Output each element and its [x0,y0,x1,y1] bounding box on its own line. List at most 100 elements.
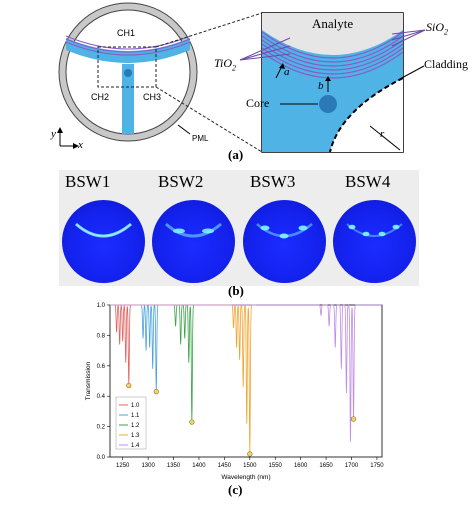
cladding-boundary [329,77,403,152]
y-tick-label: 0.8 [97,333,106,339]
x-tick-label: 1700 [345,463,359,469]
y-tick-label: 0.2 [97,425,106,431]
legend-entry: 1.4 [131,443,140,449]
analyte-label: Analyte [312,16,354,31]
coating-layer-line [262,51,403,79]
core-circle [319,95,337,113]
ch1-label: CH1 [117,28,136,38]
coating-layer-line [262,43,403,71]
x-tick-label: 1550 [269,463,283,469]
x-tick-label: 1350 [167,463,181,469]
series-markers [126,382,357,457]
coating-line [65,38,191,53]
tio2-pointer [239,37,291,61]
pml-label: PML [192,134,209,143]
x-tick-label: 1750 [370,463,384,469]
x-tick-label: 1500 [243,463,257,469]
legend-entry: 1.3 [131,433,140,439]
sio2-pointer [391,29,426,41]
y-tick-label: 0.4 [97,394,106,400]
x-tick-label: 1600 [294,463,308,469]
bottom-strut [122,64,134,134]
r-label: r [380,128,385,140]
coating-layer-line [262,47,403,75]
mode-field-bsw1 [62,200,145,283]
y-arrowhead-icon [57,127,63,133]
panel-b-mode-fields: BSW1 BSW2 BSW3 BSW4 (b) [0,166,474,301]
x-axis-label: Wavelength (nm) [221,474,270,481]
y-tick-label: 0.0 [97,455,106,461]
field-pattern-bsw3 [256,223,313,239]
zoom-line-bottom [155,86,263,153]
axis-x-label: x [78,139,83,151]
tio2-pointer [239,53,291,61]
mode-label-bsw2: BSW2 [158,172,204,191]
resonance-marker-1.3 [247,451,253,457]
field-pattern-bsw1 [75,222,132,238]
mode-label-bsw4: BSW4 [345,172,391,191]
sio2-pointer [391,29,426,47]
mode-field-bsw2 [152,200,235,283]
y-axis-label: Transmission [85,361,92,400]
a-arrowhead-icon [279,63,285,69]
resonance-marker-1.1 [153,389,159,395]
resonance-marker-1.4 [350,416,357,422]
series-line-1.3 [110,304,256,454]
resonance-marker-1.0 [126,382,132,389]
a-label: a [284,66,290,78]
panel-c-transmission-chart: 1250 1300 1350 1400 1450 1500 1550 1600 1650 1700… [0,301,474,505]
fiber-schematic-svg [57,2,426,153]
top-strut [66,38,190,63]
coating-layer-line [262,31,403,59]
y-tick-label: 0.6 [97,364,106,370]
legend-entry: 1.2 [131,423,140,429]
coating-layer-line [262,35,403,63]
axis-y-label: y [51,128,56,140]
caption-b: (b) [228,283,244,298]
detail-content [262,13,403,152]
legend-box [115,396,147,450]
coating-line [65,35,191,50]
core-label: Core [246,96,270,110]
mode-label-bsw1: BSW1 [65,172,111,191]
legend-entry: 1.0 [131,403,140,409]
legend: 1.0 1.1 1.2 1.3 1.4 [115,396,147,450]
zoom-line-top [155,12,263,48]
field-pattern-bsw2 [165,222,222,238]
x-tick-label: 1450 [218,463,232,469]
pml-pointer [177,124,191,135]
mode-field-bsw4 [333,200,416,283]
tio2-label: TiO2 [214,56,237,73]
resonance-marker-1.2 [189,419,195,425]
sio2-pointer [391,29,426,35]
b-arrowhead-icon [325,76,331,81]
x-tick-label: 1650 [319,463,333,469]
x-arrowhead-icon [73,143,79,149]
sio2-label: SiO2 [426,20,448,37]
transmission-chart-svg: 1250 1300 1350 1400 1450 1500 1550 1600 1650 1700… [85,303,385,481]
zoom-box [97,46,157,88]
legend-entry: 1.1 [131,413,140,419]
tio2-pointer [239,45,291,61]
x-tick-label: 1400 [192,463,206,469]
cladding-region [330,78,403,152]
mode-field-bsw3 [243,200,326,283]
axis-ticks: 1250 1300 1350 1400 1450 1500 1550 1600 1650 1700… [97,303,385,469]
panel-a-schematic: CH1 CH2 CH3 PML y x Analyte SiO2 TiO2 Cl… [0,0,474,166]
x-tick-label: 1300 [141,463,155,469]
coating-layer-line [262,39,403,67]
series-line-1.4 [110,304,382,442]
caption-a: (a) [228,147,244,162]
y-tick-label: 1.0 [97,303,106,309]
series-line-1.2 [110,304,198,423]
field-pattern-bsw4 [346,223,403,237]
ch2-label: CH2 [91,92,110,102]
r-dimension-line [369,125,401,151]
cladding-pointer [397,65,425,81]
ch3-label: CH3 [143,92,162,102]
x-tick-label: 1250 [116,463,130,469]
analyte-region [262,13,403,55]
b-label: b [318,80,324,92]
core-dot [124,69,132,77]
cladding-label: Cladding [424,57,468,71]
